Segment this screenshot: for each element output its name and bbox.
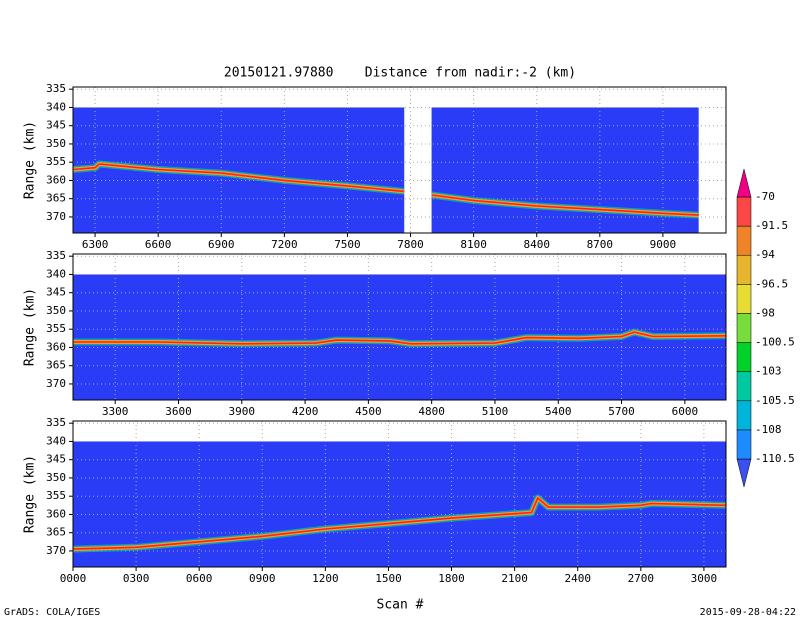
x-tick-label: 6900 xyxy=(208,238,235,251)
credit: GrADS: COLA/IGES xyxy=(4,607,100,618)
surface-line xyxy=(72,163,699,216)
y-tick-label: 370 xyxy=(46,544,66,557)
y-tick-label: 335 xyxy=(46,249,66,262)
plot-border xyxy=(72,253,727,401)
y-tick-label: 355 xyxy=(46,322,66,335)
x-tick-label: 6600 xyxy=(145,238,172,251)
colorbar-box xyxy=(736,196,752,227)
colorbar-label: -91.5 xyxy=(755,219,788,232)
colorbar-cap xyxy=(736,458,752,488)
y-tick-label: 340 xyxy=(46,267,66,280)
x-tick-label: 5100 xyxy=(482,405,509,418)
x-tick-label: 0000 xyxy=(60,572,87,585)
y-axis-label: Range (km) xyxy=(23,121,38,199)
x-tick-label: 4200 xyxy=(292,405,319,418)
x-tick-label: 8100 xyxy=(460,238,487,251)
plot-border xyxy=(72,420,727,568)
y-tick-label: 370 xyxy=(46,377,66,390)
x-tick-label: 8400 xyxy=(523,238,550,251)
y-tick-label: 355 xyxy=(46,155,66,168)
y-tick-label: 345 xyxy=(46,119,66,132)
x-tick-label: 7800 xyxy=(397,238,424,251)
colorbar-cap xyxy=(736,168,752,198)
x-tick-label: 7500 xyxy=(334,238,361,251)
colorbar-box xyxy=(736,400,752,431)
y-tick-label: 350 xyxy=(46,137,66,150)
plot-border xyxy=(72,86,727,234)
y-tick-label: 340 xyxy=(46,100,66,113)
data-coverage xyxy=(73,107,405,233)
colorbar-box xyxy=(736,342,752,372)
y-tick-label: 335 xyxy=(46,416,66,429)
x-tick-label: 1800 xyxy=(438,572,465,585)
colorbar-label: -105.5 xyxy=(755,394,795,407)
colorbar-label: -100.5 xyxy=(755,336,795,349)
y-tick-label: 350 xyxy=(46,471,66,484)
x-tick-label: 6300 xyxy=(82,238,109,251)
x-tick-label: 0300 xyxy=(123,572,150,585)
x-tick-label: 1500 xyxy=(375,572,402,585)
colorbar-box xyxy=(736,284,752,314)
x-tick-label: 5400 xyxy=(545,405,572,418)
y-tick-label: 335 xyxy=(46,82,66,95)
chart-title: 20150121.97880 Distance from nadir:-2 (k… xyxy=(224,66,576,81)
x-tick-label: 2100 xyxy=(501,572,528,585)
colorbar-label: -94 xyxy=(755,248,775,261)
y-axis-label: Range (km) xyxy=(23,288,38,366)
x-tick-label: 7200 xyxy=(271,238,298,251)
colorbar-box xyxy=(736,313,752,343)
colorbar-box xyxy=(736,371,752,402)
x-tick-label: 6000 xyxy=(672,405,699,418)
y-axis-label: Range (km) xyxy=(23,455,38,533)
x-tick-label: 2700 xyxy=(628,572,655,585)
x-tick-label: 4500 xyxy=(355,405,382,418)
y-tick-label: 345 xyxy=(46,286,66,299)
timestamp: 2015-09-28-04:22 xyxy=(700,607,796,618)
y-tick-label: 340 xyxy=(46,434,66,447)
y-tick-label: 360 xyxy=(46,507,66,520)
colorbar-label: -98 xyxy=(755,306,775,319)
y-tick-label: 350 xyxy=(46,304,66,317)
x-tick-label: 9000 xyxy=(650,238,677,251)
x-tick-label: 8700 xyxy=(587,238,614,251)
x-tick-label: 5700 xyxy=(608,405,635,418)
colorbar-label: -110.5 xyxy=(755,452,795,465)
y-tick-label: 365 xyxy=(46,359,66,372)
colorbar-label: -108 xyxy=(755,423,782,436)
surface-line xyxy=(72,497,727,550)
x-tick-label: 1200 xyxy=(312,572,339,585)
x-tick-label: 3900 xyxy=(229,405,256,418)
x-tick-label: 0600 xyxy=(186,572,213,585)
x-axis-label: Scan # xyxy=(377,598,424,613)
y-tick-label: 360 xyxy=(46,340,66,353)
colorbar-label: -96.5 xyxy=(755,277,788,290)
y-tick-label: 345 xyxy=(46,453,66,466)
surface-line xyxy=(73,331,727,345)
y-tick-label: 365 xyxy=(46,192,66,205)
colorbar-box xyxy=(736,225,752,256)
colorbar-label: -103 xyxy=(755,365,782,378)
x-tick-label: 3000 xyxy=(691,572,718,585)
x-tick-label: 0900 xyxy=(249,572,276,585)
y-tick-label: 355 xyxy=(46,489,66,502)
y-tick-label: 370 xyxy=(46,210,66,223)
colorbar-box xyxy=(736,254,752,285)
x-tick-label: 3300 xyxy=(102,405,129,418)
y-tick-label: 360 xyxy=(46,173,66,186)
colorbar-label: -70 xyxy=(755,190,775,203)
x-tick-label: 4800 xyxy=(418,405,445,418)
x-tick-label: 2400 xyxy=(564,572,591,585)
x-tick-label: 3600 xyxy=(165,405,192,418)
y-tick-label: 365 xyxy=(46,526,66,539)
colorbar-box xyxy=(736,429,752,460)
